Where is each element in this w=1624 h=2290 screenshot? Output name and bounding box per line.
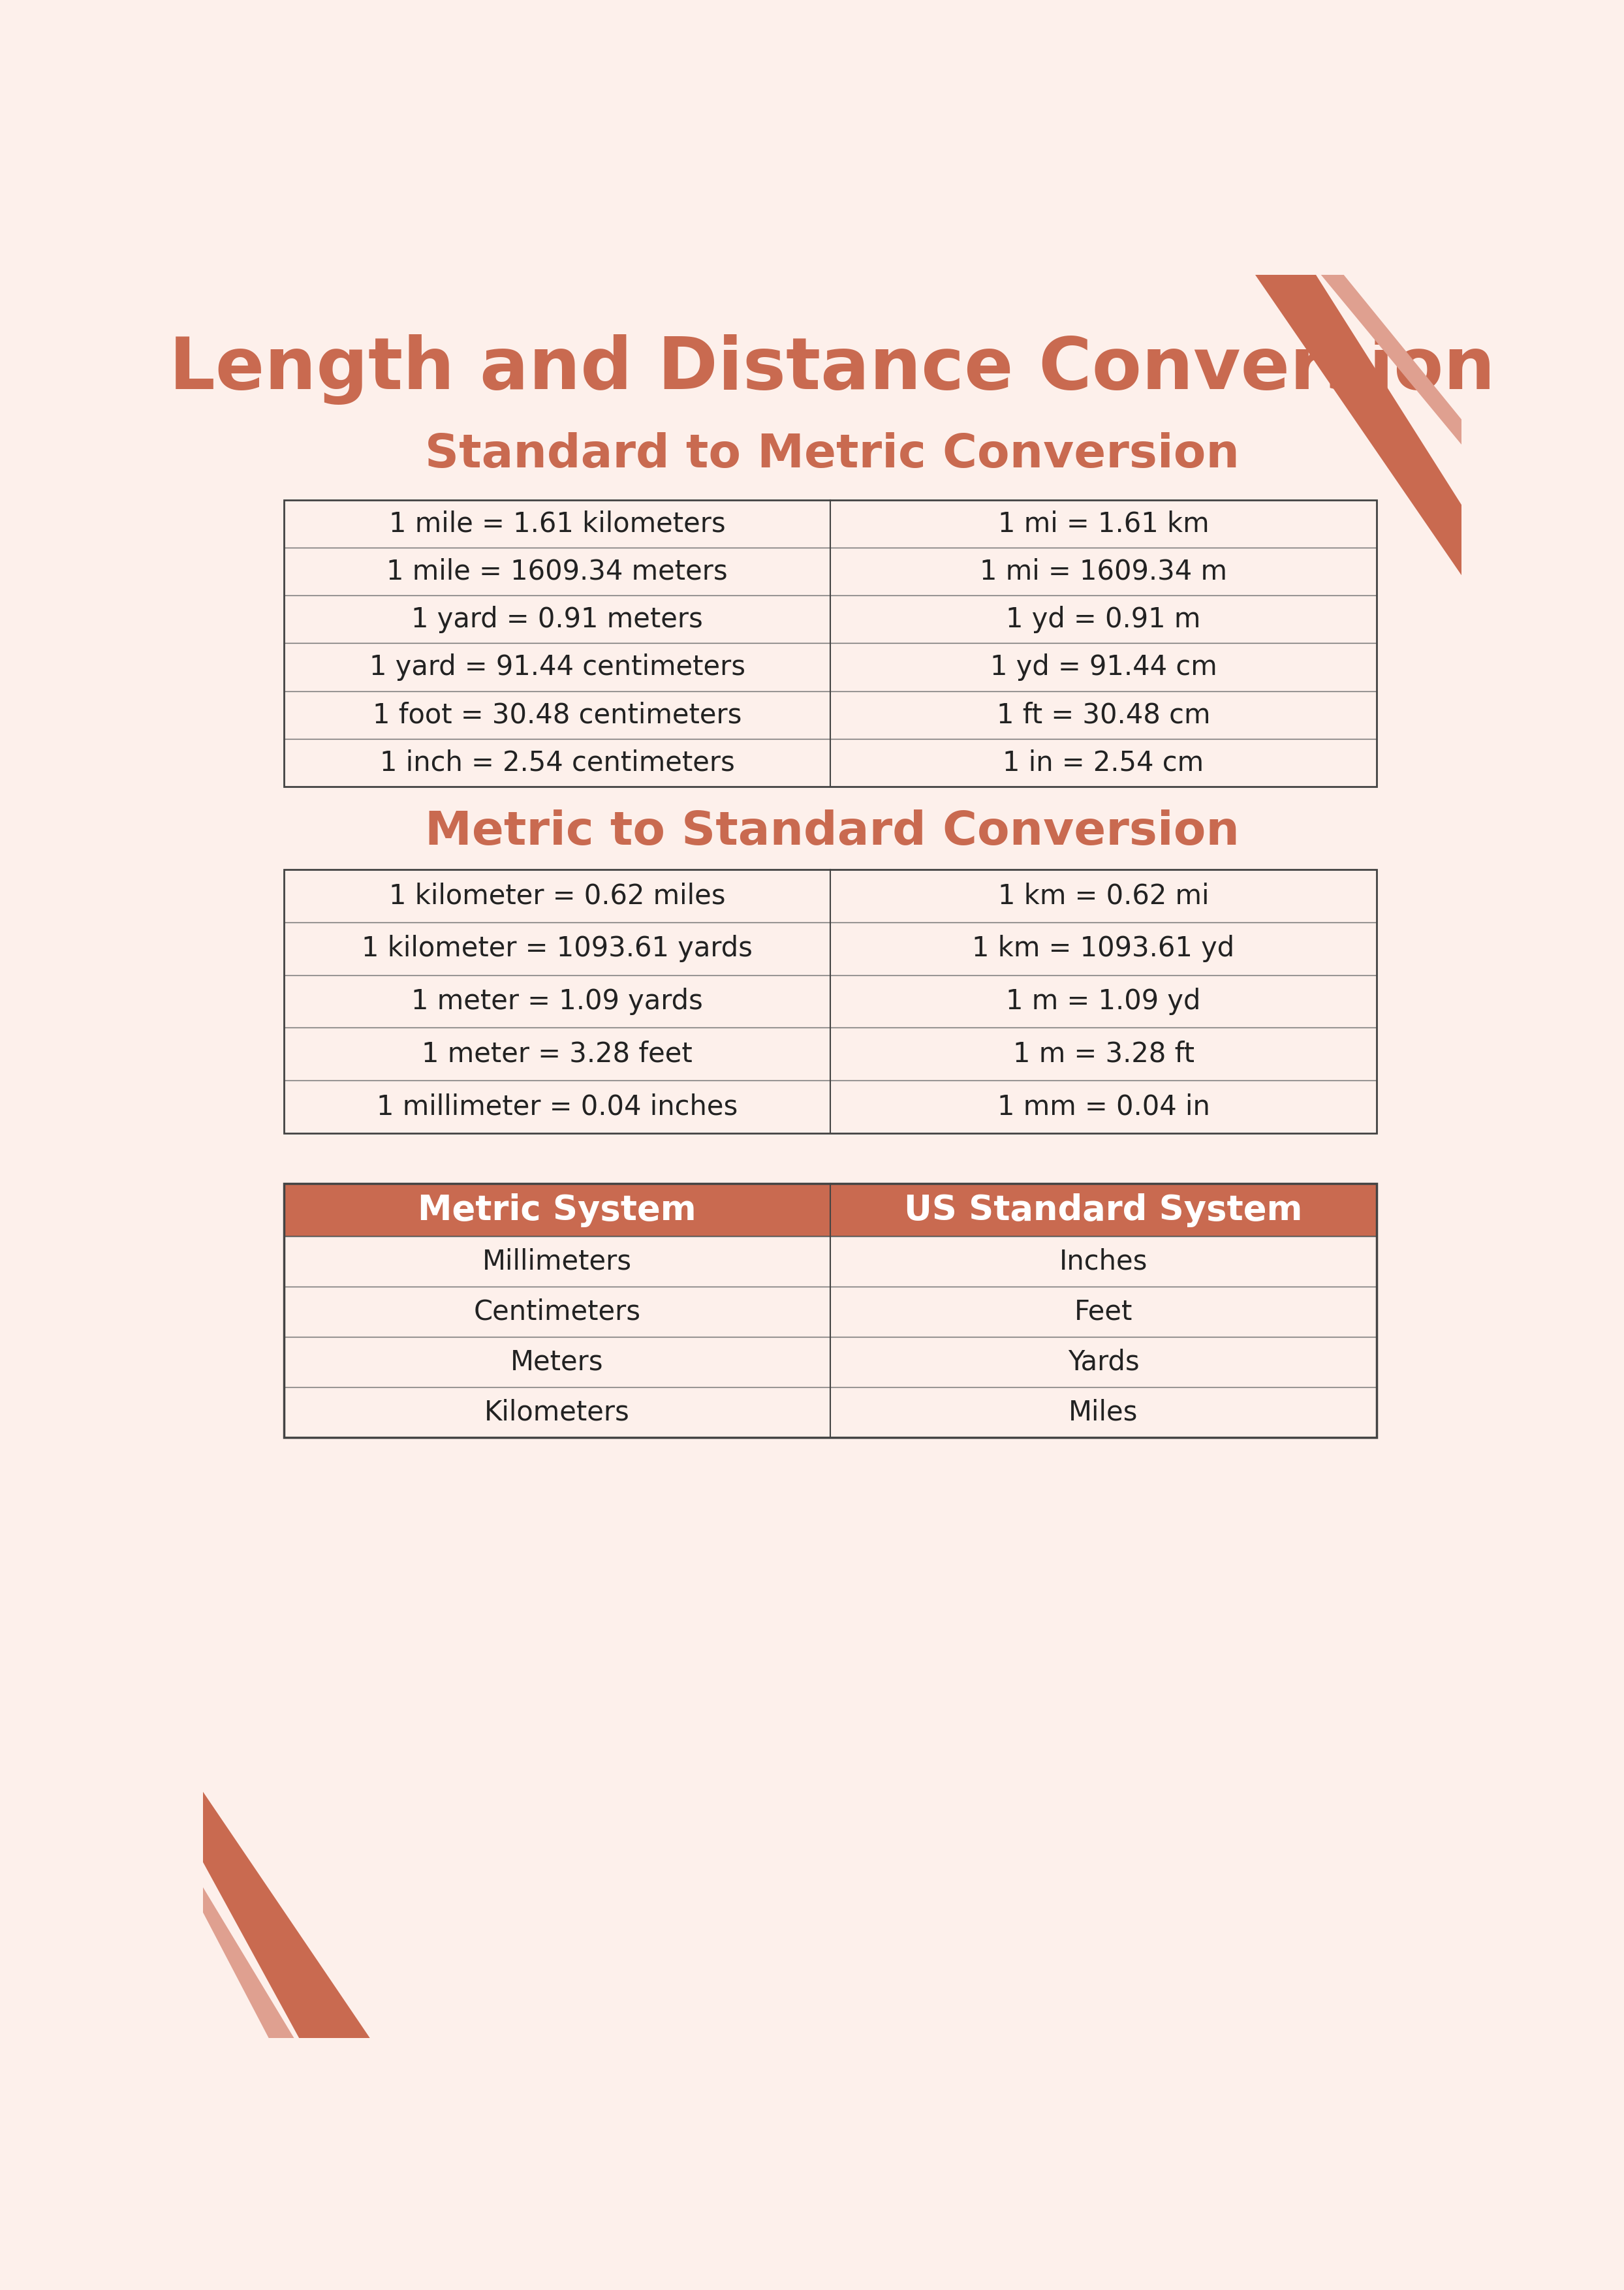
Polygon shape <box>1255 275 1462 575</box>
Polygon shape <box>203 1887 294 2038</box>
Text: 1 mile = 1609.34 meters: 1 mile = 1609.34 meters <box>387 559 728 586</box>
FancyBboxPatch shape <box>284 1287 1377 1337</box>
Text: 1 yd = 0.91 m: 1 yd = 0.91 m <box>1005 605 1200 632</box>
FancyBboxPatch shape <box>284 1028 1377 1081</box>
Text: 1 millimeter = 0.04 inches: 1 millimeter = 0.04 inches <box>377 1092 737 1120</box>
Text: 1 kilometer = 0.62 miles: 1 kilometer = 0.62 miles <box>388 882 726 909</box>
Text: Standard to Metric Conversion: Standard to Metric Conversion <box>425 433 1239 476</box>
Text: Inches: Inches <box>1059 1248 1148 1276</box>
Text: Metric System: Metric System <box>417 1193 697 1227</box>
Text: Meters: Meters <box>510 1349 604 1376</box>
Text: Feet: Feet <box>1075 1298 1132 1326</box>
Text: Centimeters: Centimeters <box>474 1298 640 1326</box>
FancyBboxPatch shape <box>284 976 1377 1028</box>
Text: 1 foot = 30.48 centimeters: 1 foot = 30.48 centimeters <box>372 701 742 728</box>
Text: Millimeters: Millimeters <box>482 1248 632 1276</box>
FancyBboxPatch shape <box>284 595 1377 643</box>
FancyBboxPatch shape <box>284 1184 1377 1237</box>
Text: 1 km = 1093.61 yd: 1 km = 1093.61 yd <box>973 934 1234 962</box>
FancyBboxPatch shape <box>284 499 1377 547</box>
Text: Metric to Standard Conversion: Metric to Standard Conversion <box>425 808 1239 854</box>
Text: Yards: Yards <box>1067 1349 1138 1376</box>
Text: 1 meter = 3.28 feet: 1 meter = 3.28 feet <box>422 1040 692 1067</box>
Text: 1 inch = 2.54 centimeters: 1 inch = 2.54 centimeters <box>380 749 734 776</box>
Text: 1 km = 0.62 mi: 1 km = 0.62 mi <box>997 882 1208 909</box>
Text: 1 m = 1.09 yd: 1 m = 1.09 yd <box>1005 987 1200 1014</box>
Text: 1 meter = 1.09 yards: 1 meter = 1.09 yards <box>411 987 703 1014</box>
Text: 1 yard = 0.91 meters: 1 yard = 0.91 meters <box>411 605 703 632</box>
FancyBboxPatch shape <box>284 870 1377 923</box>
Text: 1 ft = 30.48 cm: 1 ft = 30.48 cm <box>997 701 1210 728</box>
Text: 1 mi = 1.61 km: 1 mi = 1.61 km <box>997 511 1208 538</box>
Text: Length and Distance Conversion: Length and Distance Conversion <box>169 334 1496 405</box>
FancyBboxPatch shape <box>284 1081 1377 1134</box>
Polygon shape <box>203 1791 370 2038</box>
Text: 1 yd = 91.44 cm: 1 yd = 91.44 cm <box>991 653 1216 680</box>
FancyBboxPatch shape <box>284 923 1377 976</box>
FancyBboxPatch shape <box>284 1337 1377 1388</box>
FancyBboxPatch shape <box>284 1237 1377 1287</box>
FancyBboxPatch shape <box>284 1388 1377 1438</box>
FancyBboxPatch shape <box>284 643 1377 692</box>
Text: 1 mile = 1.61 kilometers: 1 mile = 1.61 kilometers <box>388 511 726 538</box>
Text: US Standard System: US Standard System <box>905 1193 1302 1227</box>
FancyBboxPatch shape <box>284 692 1377 740</box>
Text: 1 mm = 0.04 in: 1 mm = 0.04 in <box>997 1092 1210 1120</box>
Text: Kilometers: Kilometers <box>484 1399 630 1427</box>
Text: 1 m = 3.28 ft: 1 m = 3.28 ft <box>1013 1040 1194 1067</box>
Text: 1 yard = 91.44 centimeters: 1 yard = 91.44 centimeters <box>369 653 745 680</box>
FancyBboxPatch shape <box>284 740 1377 785</box>
Text: 1 mi = 1609.34 m: 1 mi = 1609.34 m <box>979 559 1228 586</box>
FancyBboxPatch shape <box>284 547 1377 595</box>
Text: 1 in = 2.54 cm: 1 in = 2.54 cm <box>1004 749 1203 776</box>
Text: 1 kilometer = 1093.61 yards: 1 kilometer = 1093.61 yards <box>362 934 752 962</box>
Polygon shape <box>1320 275 1462 444</box>
Text: Miles: Miles <box>1069 1399 1138 1427</box>
